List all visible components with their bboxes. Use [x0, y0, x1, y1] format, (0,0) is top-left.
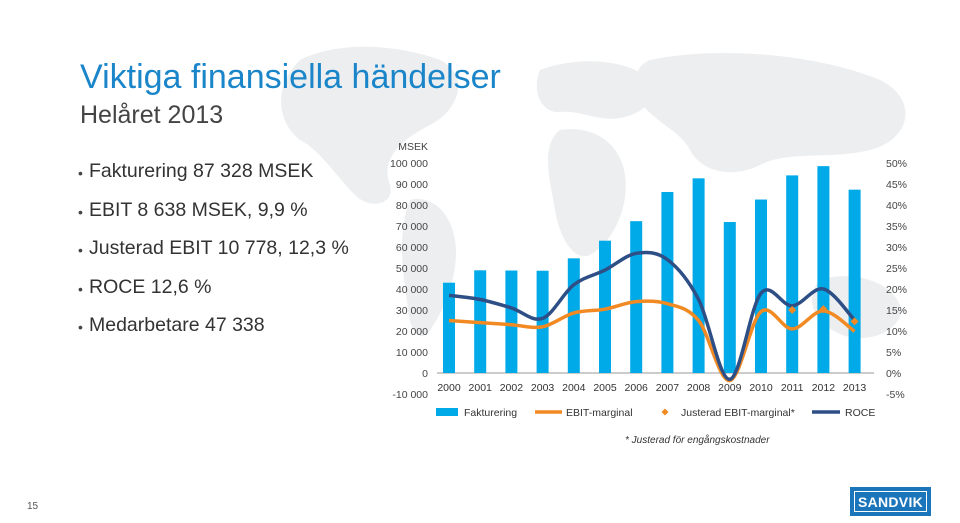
fakturering-bar	[723, 222, 736, 373]
bullet-item: • EBIT 8 638 MSEK, 9,9 %	[78, 199, 349, 238]
fakturering-bar	[848, 189, 861, 373]
right-axis-tick-label: 25%	[886, 263, 907, 275]
right-axis-tick-label: 0%	[886, 368, 901, 380]
bullet-dot-icon: •	[78, 319, 83, 335]
bullet-text: EBIT 8 638 MSEK, 9,9 %	[89, 198, 308, 221]
left-axis-tick-label: 50 000	[396, 263, 428, 275]
left-axis-tick-label: 10 000	[396, 347, 428, 359]
chart-footnote: * Justerad för engångskostnader	[625, 434, 770, 446]
left-axis-tick-label: 30 000	[396, 305, 428, 317]
x-axis-category-label: 2007	[656, 382, 680, 394]
x-axis-category-label: 2010	[749, 382, 773, 394]
x-axis-category-label: 2004	[562, 382, 586, 394]
left-axis-tick-label: 70 000	[396, 221, 428, 233]
x-axis-category-label: 2002	[500, 382, 524, 394]
legend-label-roce: ROCE	[845, 407, 875, 419]
left-axis-tick-label: 90 000	[396, 179, 428, 191]
page-subtitle: Helåret 2013	[80, 101, 224, 129]
bullet-item: • Medarbetare 47 338	[78, 314, 349, 353]
fakturering-bar	[661, 191, 674, 373]
bullet-text: ROCE 12,6 %	[89, 275, 212, 298]
right-axis-tick-label: 20%	[886, 284, 907, 296]
right-axis-tick-label: 30%	[886, 242, 907, 254]
justerad-ebit-marker	[850, 317, 859, 326]
page-title: Viktiga finansiella händelser	[80, 58, 501, 96]
sandvik-logo: SANDVIK	[850, 487, 931, 516]
ebit-marginal-line	[448, 299, 856, 383]
x-axis-category-label: 2000	[437, 382, 461, 394]
x-axis-category-label: 2013	[843, 382, 867, 394]
left-axis-tick-label: 60 000	[396, 242, 428, 254]
right-axis-tick-label: -5%	[886, 389, 905, 401]
legend-swatch-justerad	[661, 408, 669, 416]
bullet-dot-icon: •	[78, 242, 83, 258]
right-axis-tick-label: 5%	[886, 347, 901, 359]
left-axis-tick-label: 100 000	[390, 158, 428, 170]
x-axis-category-label: 2009	[718, 382, 742, 394]
bullet-text: Medarbetare 47 338	[89, 314, 265, 336]
right-axis-tick-label: 45%	[886, 179, 907, 191]
bullet-item: • Fakturering 87 328 MSEK	[78, 160, 349, 199]
justerad-ebit-marker	[788, 306, 797, 314]
bullet-text: Fakturering 87 328 MSEK	[89, 160, 314, 182]
page-number: 15	[27, 501, 39, 512]
x-axis-category-label: 2008	[687, 382, 711, 394]
bullet-item: • Justerad EBIT 10 778, 12,3 %	[78, 237, 349, 276]
fakturering-bar	[786, 175, 799, 373]
bullet-text: Justerad EBIT 10 778, 12,3 %	[89, 237, 349, 259]
x-axis-category-label: 2001	[469, 382, 493, 394]
highlights-list: • Fakturering 87 328 MSEK • EBIT 8 638 MSE…	[78, 160, 349, 353]
left-axis-tick-label: -10 000	[392, 389, 428, 401]
legend-label-fakturering: Fakturering	[464, 407, 517, 419]
right-axis-tick-label: 15%	[886, 305, 907, 317]
left-axis-tick-label: 20 000	[396, 326, 428, 338]
fakturering-bar	[505, 270, 518, 373]
fakturering-bar	[443, 282, 455, 373]
bullet-item: • ROCE 12,6 %	[78, 276, 349, 315]
bullet-dot-icon: •	[78, 165, 83, 181]
justerad-ebit-marker	[819, 305, 828, 314]
x-axis-category-label: 2006	[625, 382, 649, 394]
right-axis-tick-label: 10%	[886, 326, 907, 338]
fakturering-bar	[630, 221, 643, 373]
legend-label-ebit-marginal: EBIT-marginal	[566, 407, 633, 419]
x-axis-category-label: 2011	[781, 382, 804, 394]
x-axis-category-label: 2012	[812, 382, 836, 394]
fakturering-bar	[817, 166, 830, 373]
legend-swatch-fakturering	[436, 408, 458, 416]
legend-label-justerad: Justerad EBIT-marginal*	[681, 407, 795, 419]
logo-text: SANDVIK	[854, 491, 927, 512]
fakturering-bar	[599, 240, 611, 373]
right-axis-tick-label: 40%	[886, 200, 907, 212]
fakturering-bar	[755, 199, 767, 373]
right-axis-tick-label: 50%	[886, 158, 907, 170]
x-axis-category-label: 2005	[593, 382, 617, 394]
bullet-dot-icon: •	[78, 203, 83, 220]
fakturering-bar	[692, 178, 705, 373]
left-axis-tick-label: 40 000	[396, 284, 428, 296]
right-axis-tick-label: 35%	[886, 221, 907, 233]
fakturering-bar	[536, 270, 549, 373]
left-axis-unit: MSEK	[398, 141, 428, 153]
bullet-dot-icon: •	[78, 280, 83, 297]
left-axis-tick-label: 80 000	[396, 200, 428, 212]
x-axis-category-label: 2003	[531, 382, 555, 394]
left-axis-tick-label: 0	[422, 368, 428, 380]
roce-line	[448, 250, 856, 382]
